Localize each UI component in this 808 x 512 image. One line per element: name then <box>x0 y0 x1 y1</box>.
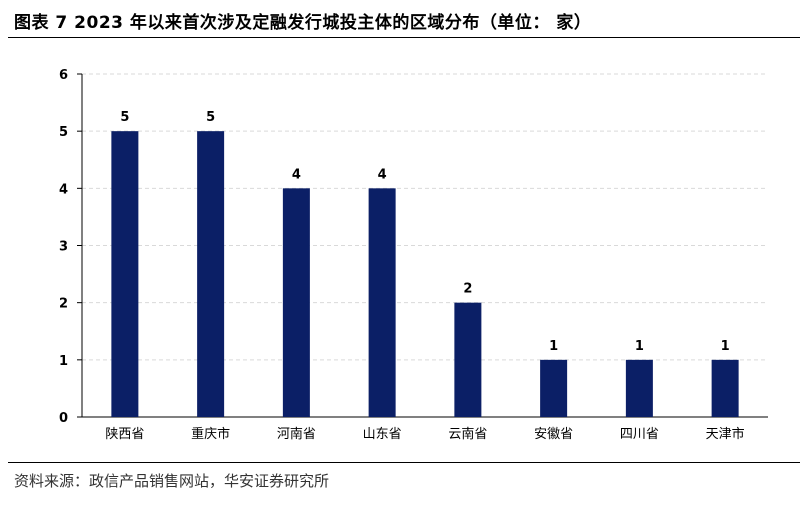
y-tick-label: 6 <box>59 68 68 83</box>
data-label: 1 <box>635 339 644 354</box>
y-tick-label: 4 <box>59 182 68 197</box>
category-label: 陕西省 <box>105 427 144 442</box>
data-label: 5 <box>206 110 215 125</box>
data-label: 4 <box>292 167 301 182</box>
data-label: 1 <box>721 339 730 354</box>
data-label: 5 <box>120 110 129 125</box>
category-label: 山东省 <box>363 427 402 442</box>
bar <box>454 302 482 417</box>
title-divider <box>8 37 800 38</box>
category-label: 重庆市 <box>191 426 230 442</box>
bar-chart: 0 1 2 3 4 5 6 5 陕西省 5 重庆市 4 河南省 4 山东省 2 云南省 1 安徽省 1 四川省 1 天津市 <box>59 68 768 442</box>
bar <box>197 131 225 417</box>
category-label: 安徽省 <box>534 427 573 442</box>
category-label: 云南省 <box>448 426 487 442</box>
y-tick-label: 0 <box>59 411 68 426</box>
bar <box>368 188 396 417</box>
axes <box>77 73 768 418</box>
data-label: 1 <box>549 339 558 354</box>
bars <box>111 131 739 417</box>
data-label: 2 <box>463 282 472 297</box>
source-note: 资料来源：政信产品销售网站，华安证券研究所 <box>14 472 330 490</box>
labels: 0 1 2 3 4 5 6 5 陕西省 5 重庆市 4 河南省 4 山东省 2 云南省 1 安徽省 1 四川省 1 天津市 <box>59 68 745 442</box>
category-label: 天津市 <box>706 426 745 442</box>
y-tick-label: 5 <box>59 125 68 140</box>
bar <box>111 131 139 417</box>
bar <box>282 188 310 417</box>
gridlines <box>82 73 768 361</box>
category-label: 河南省 <box>277 426 316 442</box>
bar <box>625 359 653 417</box>
data-label: 4 <box>378 167 387 182</box>
bar <box>711 359 739 417</box>
bar <box>540 359 568 417</box>
y-tick-label: 3 <box>59 240 68 255</box>
source-divider <box>8 462 800 463</box>
chart-title: 图表 7 2023 年以来首次涉及定融发行城投主体的区域分布（单位： 家） <box>14 13 592 33</box>
y-tick-label: 2 <box>59 297 68 312</box>
y-tick-label: 1 <box>59 354 68 369</box>
category-label: 四川省 <box>620 427 659 442</box>
